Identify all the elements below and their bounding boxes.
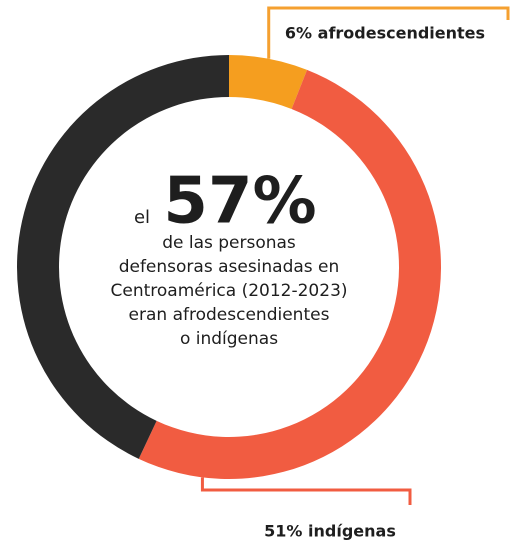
leader-line bbox=[267, 6, 510, 59]
center-text: Centroamérica (2012-2023) bbox=[110, 281, 347, 301]
center-text: eran afrodescendientes bbox=[129, 305, 330, 325]
center-text: de las personas bbox=[162, 233, 296, 253]
segment-label: 51% indígenas bbox=[264, 522, 396, 541]
donut-segment bbox=[138, 69, 441, 479]
donut-segment bbox=[229, 55, 308, 109]
segment-label: 6% afrodescendientes bbox=[285, 24, 485, 43]
highlight-value: 57% bbox=[163, 165, 316, 239]
leader-line bbox=[200, 477, 412, 505]
center-prefix: el bbox=[134, 207, 150, 228]
center-text: o indígenas bbox=[180, 329, 278, 349]
center-text: defensoras asesinadas en bbox=[119, 257, 340, 277]
donut-segment bbox=[17, 55, 230, 459]
